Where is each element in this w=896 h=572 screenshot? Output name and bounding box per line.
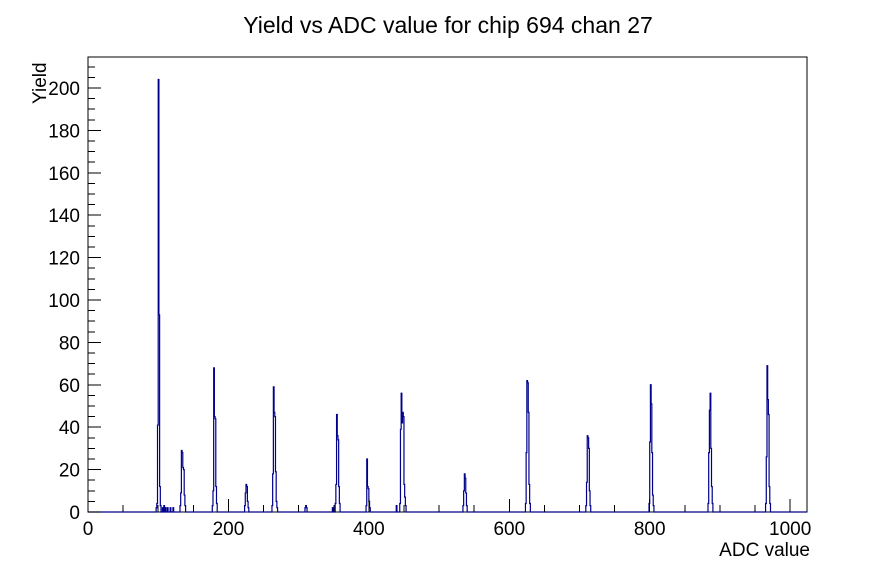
x-tick-label: 400 bbox=[353, 519, 385, 540]
y-tick-label: 40 bbox=[59, 418, 80, 439]
y-tick-label: 200 bbox=[48, 79, 80, 100]
y-tick-label: 120 bbox=[48, 249, 80, 270]
y-tick-label: 0 bbox=[69, 503, 80, 524]
frame-border bbox=[87, 56, 808, 513]
y-axis-title: Yield bbox=[30, 62, 51, 104]
y-tick-label: 100 bbox=[48, 291, 80, 312]
x-tick-label: 0 bbox=[83, 519, 94, 540]
x-tick-label: 600 bbox=[493, 519, 525, 540]
x-tick-label: 1000 bbox=[769, 519, 811, 540]
axis-titles: ADC value Yield bbox=[30, 62, 810, 561]
axis-tick-labels: 0 200 400 600 800 1000 0 20 40 60 80 100 120 140 160 18… bbox=[48, 79, 811, 540]
x-tick-label: 800 bbox=[634, 519, 666, 540]
y-tick-label: 60 bbox=[59, 376, 80, 397]
y-tick-label: 80 bbox=[59, 333, 80, 354]
histogram-line bbox=[88, 78, 807, 513]
y-tick-label: 140 bbox=[48, 206, 80, 227]
x-tick-label: 200 bbox=[213, 519, 245, 540]
plot-frame bbox=[87, 56, 808, 513]
y-tick-label: 160 bbox=[48, 164, 80, 185]
y-tick-label: 20 bbox=[59, 461, 80, 482]
axis-ticks bbox=[87, 66, 791, 513]
x-axis-title: ADC value bbox=[719, 540, 810, 561]
y-tick-label: 180 bbox=[48, 121, 80, 142]
histogram-path bbox=[88, 78, 807, 513]
chart-title: Yield vs ADC value for chip 694 chan 27 bbox=[243, 12, 653, 38]
